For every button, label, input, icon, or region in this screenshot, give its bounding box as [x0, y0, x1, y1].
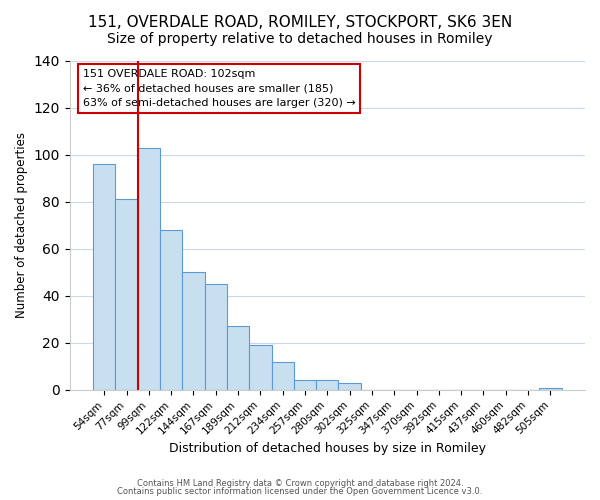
Bar — [227, 326, 249, 390]
Bar — [539, 388, 562, 390]
Bar — [338, 383, 361, 390]
Bar — [115, 200, 137, 390]
Bar — [272, 362, 294, 390]
X-axis label: Distribution of detached houses by size in Romiley: Distribution of detached houses by size … — [169, 442, 486, 455]
Y-axis label: Number of detached properties: Number of detached properties — [15, 132, 28, 318]
Text: 151 OVERDALE ROAD: 102sqm
← 36% of detached houses are smaller (185)
63% of semi: 151 OVERDALE ROAD: 102sqm ← 36% of detac… — [83, 68, 355, 108]
Bar — [249, 345, 272, 390]
Text: Size of property relative to detached houses in Romiley: Size of property relative to detached ho… — [107, 32, 493, 46]
Bar — [205, 284, 227, 390]
Bar — [93, 164, 115, 390]
Bar — [294, 380, 316, 390]
Bar — [160, 230, 182, 390]
Text: 151, OVERDALE ROAD, ROMILEY, STOCKPORT, SK6 3EN: 151, OVERDALE ROAD, ROMILEY, STOCKPORT, … — [88, 15, 512, 30]
Text: Contains public sector information licensed under the Open Government Licence v3: Contains public sector information licen… — [118, 487, 482, 496]
Bar — [316, 380, 338, 390]
Bar — [137, 148, 160, 390]
Bar — [182, 272, 205, 390]
Text: Contains HM Land Registry data © Crown copyright and database right 2024.: Contains HM Land Registry data © Crown c… — [137, 478, 463, 488]
